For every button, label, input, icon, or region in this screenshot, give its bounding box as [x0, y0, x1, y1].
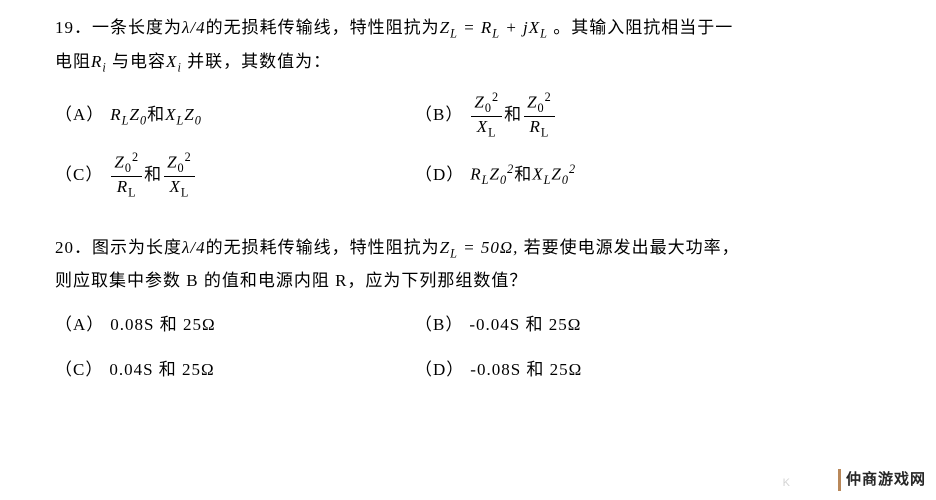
q19-c-frac2: Z02 XL [164, 151, 195, 199]
watermark-text: 仲商游戏网 [846, 466, 926, 495]
q20-d-text: -0.08S 和 25Ω [470, 354, 582, 386]
q20-zl: ZL = 50Ω, [440, 238, 519, 257]
q19-lambda: λ/4 [182, 18, 206, 37]
q19-ri: Ri [91, 52, 107, 71]
q20-text-1a: 图示为长度 [92, 238, 182, 257]
faint-mark: K [783, 473, 791, 494]
q19-option-c: （C） Z02 RL 和 Z02 XL [55, 151, 415, 199]
q19-text-2a: 电阻 [55, 52, 91, 71]
q19-options-row-1: （A） RLZ0 和 XLZ0 （B） Z02 XL 和 Z02 RL [55, 91, 901, 139]
q19-b-frac1: Z02 XL [471, 91, 502, 139]
q19-b-frac2: Z02 RL [524, 91, 555, 139]
q20-option-d: （D） -0.08S 和 25Ω [415, 354, 582, 386]
q20-a-text: 0.08S 和 25Ω [110, 309, 215, 341]
q19-text-1a: 一条长度为 [92, 18, 182, 37]
q19-options-row-2: （C） Z02 RL 和 Z02 XL （D） RLZ02 和 XLZ02 [55, 151, 901, 199]
option-label-d: （D） [415, 159, 464, 191]
q20-options-row-2: （C） 0.04S 和 25Ω （D） -0.08S 和 25Ω [55, 354, 901, 386]
option-label-c: （C） [55, 159, 103, 191]
q19-xi: Xi [166, 52, 182, 71]
question-20: 20．图示为长度λ/4的无损耗传输线，特性阻抗为ZL = 50Ω, 若要使电源发… [55, 232, 901, 298]
q20-number: 20． [55, 238, 92, 257]
q20-options-row-1: （A） 0.08S 和 25Ω （B） -0.04S 和 25Ω [55, 309, 901, 341]
option-label-c2: （C） [55, 354, 103, 386]
option-label-b2: （B） [415, 309, 463, 341]
option-label-d2: （D） [415, 354, 464, 386]
option-label-a2: （A） [55, 309, 104, 341]
q20-option-a: （A） 0.08S 和 25Ω [55, 309, 415, 341]
q19-option-a: （A） RLZ0 和 XLZ0 [55, 99, 415, 133]
watermark: 仲商游戏网 [838, 466, 926, 495]
q19-option-b: （B） Z02 XL 和 Z02 RL [415, 91, 557, 139]
q19-option-a-content: RLZ0 [110, 99, 147, 133]
q19-option-d: （D） RLZ02 和 XLZ02 [415, 158, 576, 192]
q20-text-2: 则应取集中参数 B 的值和电源内阻 R，应为下列那组数值？ [55, 265, 901, 297]
option-label-a: （A） [55, 99, 104, 131]
q19-c-frac1: Z02 RL [111, 151, 142, 199]
q20-option-b: （B） -0.04S 和 25Ω [415, 309, 581, 341]
q20-text-1c: 若要使电源发出最大功率， [518, 238, 739, 257]
question-19: 19．一条长度为λ/4的无损耗传输线，特性阻抗为ZL = RL + jXL 。其… [55, 12, 901, 79]
q19-text-2c: 并联，其数值为： [182, 52, 331, 71]
q20-c-text: 0.04S 和 25Ω [109, 354, 214, 386]
watermark-bar-icon [838, 469, 841, 491]
q20-option-c: （C） 0.04S 和 25Ω [55, 354, 415, 386]
q20-b-text: -0.04S 和 25Ω [469, 309, 581, 341]
q19-text-1c: 。其输入阻抗相当于一 [548, 18, 733, 37]
q19-number: 19． [55, 18, 92, 37]
q19-zl: ZL = RL + jXL [440, 18, 548, 37]
q19-text-1b: 的无损耗传输线，特性阻抗为 [206, 18, 440, 37]
q20-lambda: λ/4 [182, 238, 206, 257]
q19-text-2b: 与电容 [107, 52, 166, 71]
option-label-b: （B） [415, 99, 463, 131]
q20-text-1b: 的无损耗传输线，特性阻抗为 [206, 238, 440, 257]
